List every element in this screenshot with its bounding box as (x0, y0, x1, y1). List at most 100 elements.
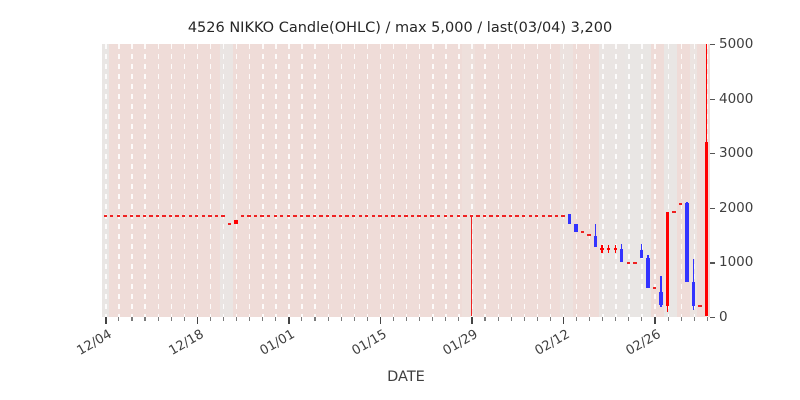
candle-flat-marker (606, 247, 611, 250)
candle-flat-marker (698, 305, 702, 308)
x-tick-label: 01/15 (349, 327, 390, 359)
x-tick-major (196, 317, 199, 324)
candle-flat-marker (587, 233, 591, 236)
gridline (236, 44, 238, 317)
x-tick-minor (353, 317, 355, 321)
gridline (562, 44, 565, 317)
candle-body (620, 248, 624, 263)
x-tick-minor (392, 317, 395, 321)
gridline (144, 44, 146, 317)
y-tick-mark (710, 207, 715, 210)
candle-flat-marker (580, 230, 585, 233)
x-tick-minor (549, 317, 551, 321)
candle-flat-marker (535, 214, 539, 217)
candle-flat-marker (129, 214, 134, 217)
candle-flat-marker (273, 214, 277, 217)
y-tick-mark (710, 262, 715, 264)
candle-flat-marker (371, 214, 375, 217)
x-tick-minor (536, 317, 538, 321)
plot-area (102, 44, 710, 317)
candle-flat-marker (293, 214, 297, 217)
candle-flat-marker (463, 214, 467, 217)
candle-flat-marker (417, 214, 421, 217)
candle-body (705, 142, 709, 316)
candle-flat-marker (142, 214, 147, 217)
candle-body (234, 219, 238, 225)
x-tick-minor (144, 317, 146, 321)
candle-flat-marker (136, 214, 140, 217)
gridline (536, 44, 539, 317)
gridline (628, 44, 630, 317)
candle-flat-marker (515, 214, 519, 217)
candle-flat-marker (365, 214, 369, 217)
x-tick-label: 02/12 (532, 327, 573, 359)
candle-flat-marker (443, 214, 447, 217)
y-tick-label: 0 (719, 309, 728, 325)
gridline (301, 44, 303, 317)
candle-flat-marker (175, 214, 179, 217)
gridline (262, 44, 264, 317)
candle-flat-marker (299, 214, 304, 217)
gridline (183, 44, 186, 317)
gridline (222, 44, 225, 317)
gridline (667, 44, 669, 317)
candle-flat-marker (404, 214, 408, 217)
candle-flat-marker (436, 214, 441, 217)
background-band (651, 44, 665, 317)
candle-flat-marker (195, 214, 199, 217)
x-axis: 12/04 12/18 01/01 01/15 01/29 02/12 02/26 (75, 317, 710, 367)
gridline (510, 44, 512, 317)
gridline (366, 44, 369, 317)
candle-flat-marker (561, 214, 565, 217)
x-tick-major (105, 317, 107, 324)
candle-flat-marker (358, 214, 362, 217)
candle-body (691, 282, 696, 307)
candle-flat-marker (652, 286, 657, 289)
gridline (288, 44, 290, 317)
background-band (232, 44, 462, 317)
candle-flat-marker (312, 214, 317, 217)
gridline (615, 44, 617, 317)
gridline (379, 44, 382, 317)
x-tick-minor (510, 317, 512, 321)
x-tick-minor (222, 317, 225, 321)
page-title: 4526 NIKKO Candle(OHLC) / max 5,000 / la… (187, 20, 613, 36)
candle-flat-marker (188, 214, 192, 217)
gridline (523, 44, 526, 317)
gridline (105, 44, 107, 317)
candle-flat-marker (103, 214, 107, 217)
candle-flat-marker (182, 214, 186, 217)
candle-flat-marker (482, 214, 487, 217)
gridline (575, 44, 578, 317)
x-tick-minor (589, 317, 591, 321)
x-tick-minor (445, 317, 447, 321)
candle-flat-marker (423, 214, 428, 217)
gridline (654, 44, 656, 317)
gridline (497, 44, 499, 317)
x-axis-label: DATE (387, 369, 425, 385)
gridline (471, 44, 473, 317)
y-tick-mark (710, 153, 715, 155)
candle-flat-marker (351, 214, 356, 217)
candle-flat-marker (613, 247, 617, 250)
candle-flat-marker (338, 214, 343, 217)
candle-flat-marker (508, 214, 513, 217)
candle-flat-marker (227, 223, 232, 226)
candle-flat-marker (201, 214, 206, 217)
candle-flat-marker (541, 214, 545, 217)
candle-flat-marker (168, 214, 173, 217)
x-tick-minor (340, 317, 342, 321)
x-tick-label: 02/26 (623, 327, 664, 359)
candle-flat-marker (253, 214, 258, 217)
y-tick-label: 3000 (719, 145, 754, 162)
candle-flat-marker (240, 214, 245, 217)
gridline (693, 44, 696, 317)
x-tick-label: 01/01 (257, 327, 298, 359)
candle-flat-marker (267, 214, 271, 217)
gridline (118, 44, 120, 317)
candle-flat-marker (378, 214, 382, 217)
candle-flat-marker (384, 214, 389, 217)
x-tick-minor (131, 317, 133, 321)
candle-flat-marker (110, 214, 114, 217)
candle-flat-marker (345, 214, 349, 217)
